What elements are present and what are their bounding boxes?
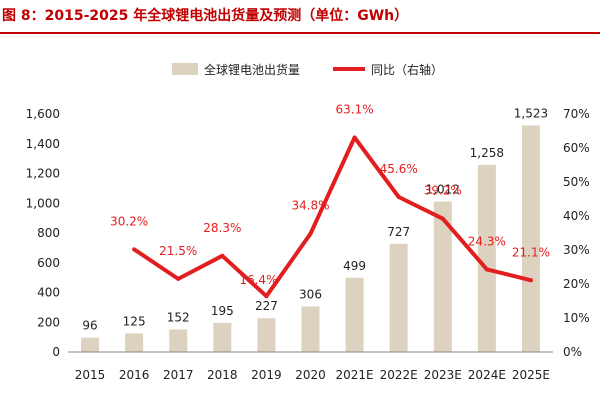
growth-value-label: 30.2% [110, 214, 148, 228]
bar-value-label: 1,258 [470, 146, 504, 160]
growth-point [440, 216, 445, 221]
bar-value-label: 306 [299, 287, 322, 301]
y-left-tick-label: 1,200 [26, 167, 60, 181]
growth-line [132, 135, 532, 299]
y-left-tick-label: 1,400 [26, 137, 60, 151]
x-tick-label: 2019 [251, 368, 282, 382]
y-left-tick-label: 1,000 [26, 196, 60, 210]
bar [345, 277, 364, 352]
growth-point [220, 253, 225, 258]
growth-point [132, 247, 137, 252]
growth-value-label: 28.3% [203, 221, 241, 235]
title-bar: 图 8：2015-2025 年全球锂电池出货量及预测（单位：GWh） [0, 0, 600, 34]
growth-value-label: 45.6% [380, 162, 418, 176]
bar [301, 306, 320, 352]
y-left-tick-label: 800 [37, 226, 60, 240]
growth-value-label: 21.5% [159, 244, 197, 258]
x-tick-label: 2015 [75, 368, 106, 382]
growth-point [264, 294, 269, 299]
bar [213, 322, 232, 352]
legend-line-label: 同比（右轴） [371, 62, 443, 77]
bar [257, 318, 276, 352]
y-right-tick-label: 30% [563, 243, 590, 257]
y-left-tick-label: 0 [52, 345, 60, 359]
bar-value-label: 727 [387, 225, 410, 239]
bar [389, 243, 408, 352]
growth-point [176, 276, 181, 281]
chart-title: 图 8：2015-2025 年全球锂电池出货量及预测（单位：GWh） [2, 8, 409, 24]
bar-value-label: 499 [343, 259, 366, 273]
bar-value-label: 195 [211, 304, 234, 318]
x-tick-label: 2025E [512, 368, 550, 382]
bar-value-label: 1,523 [514, 106, 548, 120]
y-left-tick-label: 1,600 [26, 107, 60, 121]
x-tick-label: 2016 [119, 368, 150, 382]
growth-point [396, 194, 401, 199]
growth-value-label: 39.2% [424, 184, 462, 198]
bar [169, 329, 188, 352]
legend-bar-label: 全球锂电池出货量 [204, 62, 300, 77]
bar-value-label: 152 [167, 310, 190, 324]
y-right-tick-label: 70% [563, 107, 590, 121]
bar-value-label: 227 [255, 299, 278, 313]
bar-value-label: 96 [82, 319, 97, 333]
x-tick-label: 2018 [207, 368, 238, 382]
y-right-tick-label: 20% [563, 277, 590, 291]
y-right-tick-label: 0% [563, 345, 582, 359]
legend-bar-swatch [172, 63, 198, 75]
bar-value-label: 125 [123, 314, 146, 328]
y-right-tick-label: 10% [563, 311, 590, 325]
growth-point [352, 135, 357, 140]
bar-value-label: 1,012 [426, 182, 460, 196]
bar [81, 337, 100, 352]
y-right-tick-label: 40% [563, 209, 590, 223]
x-tick-label: 2021E [336, 368, 374, 382]
growth-value-label: 34.8% [291, 199, 329, 213]
x-tick-label: 2024E [468, 368, 506, 382]
x-tick-label: 2017 [163, 368, 194, 382]
bar [433, 201, 452, 352]
growth-value-label: 21.1% [512, 245, 550, 259]
growth-value-label: 24.3% [468, 234, 506, 248]
y-right-tick-label: 50% [563, 175, 590, 189]
bar [477, 164, 496, 352]
growth-point [484, 267, 489, 272]
x-tick-label: 2022E [380, 368, 418, 382]
bar [521, 125, 540, 352]
y-left-tick-label: 600 [37, 256, 60, 270]
growth-value-label: 63.1% [336, 102, 374, 116]
growth-point [528, 278, 533, 283]
y-left-tick-label: 200 [37, 315, 60, 329]
x-tick-label: 2023E [424, 368, 462, 382]
x-tick-label: 2020 [295, 368, 326, 382]
bar [125, 333, 144, 352]
y-left-tick-label: 400 [37, 286, 60, 300]
growth-point [308, 231, 313, 236]
y-right-tick-label: 60% [563, 141, 590, 155]
growth-value-label: 16.4% [239, 273, 277, 287]
